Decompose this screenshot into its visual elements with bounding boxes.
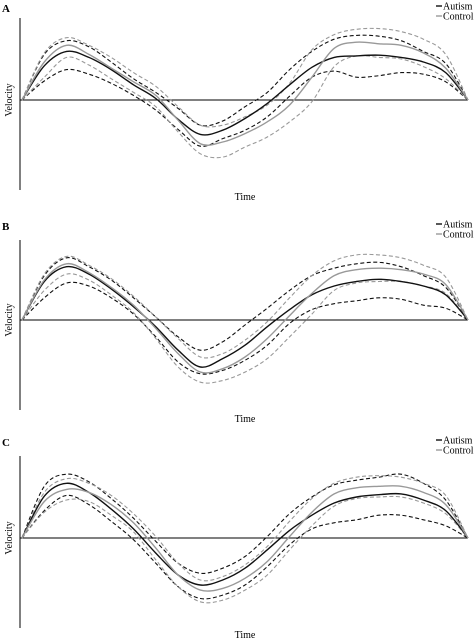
panel-letter: C: [2, 437, 10, 449]
panel-letter: B: [2, 221, 10, 233]
series-autism-sd-upper: [21, 34, 469, 127]
legend-label-control: Control: [443, 230, 474, 241]
series-control-sd-lower: [21, 54, 469, 159]
series-control-sd-lower: [21, 273, 469, 384]
series-control: [21, 41, 469, 146]
series-control-sd-upper: [21, 253, 469, 359]
series-control-sd-upper: [21, 27, 469, 128]
legend-label-autism: Autism: [443, 220, 473, 231]
series-control: [21, 485, 469, 592]
legend-label-control: Control: [443, 12, 474, 23]
x-axis-label: Time: [235, 192, 256, 203]
legend-label-autism: Autism: [443, 436, 473, 447]
series-autism: [21, 482, 469, 586]
series-autism: [21, 50, 469, 136]
series-autism-sd-upper: [21, 257, 469, 351]
legend-label-control: Control: [443, 446, 474, 457]
series-control: [21, 262, 469, 374]
series-control-sd-upper: [21, 475, 469, 582]
legend-label-autism: Autism: [443, 2, 473, 13]
series-autism-sd-upper: [21, 473, 469, 574]
x-axis-label: Time: [235, 414, 256, 425]
y-axis-label: Velocity: [4, 303, 15, 336]
y-axis-label: Velocity: [4, 83, 15, 116]
series-autism-sd-lower: [21, 494, 469, 600]
panel-letter: A: [2, 3, 10, 15]
x-axis-label: Time: [235, 630, 256, 641]
series-autism: [21, 265, 469, 368]
series-control-sd-lower: [21, 495, 469, 604]
series-autism-sd-lower: [21, 68, 469, 147]
series-autism-sd-lower: [21, 281, 469, 375]
y-axis-label: Velocity: [4, 521, 15, 554]
